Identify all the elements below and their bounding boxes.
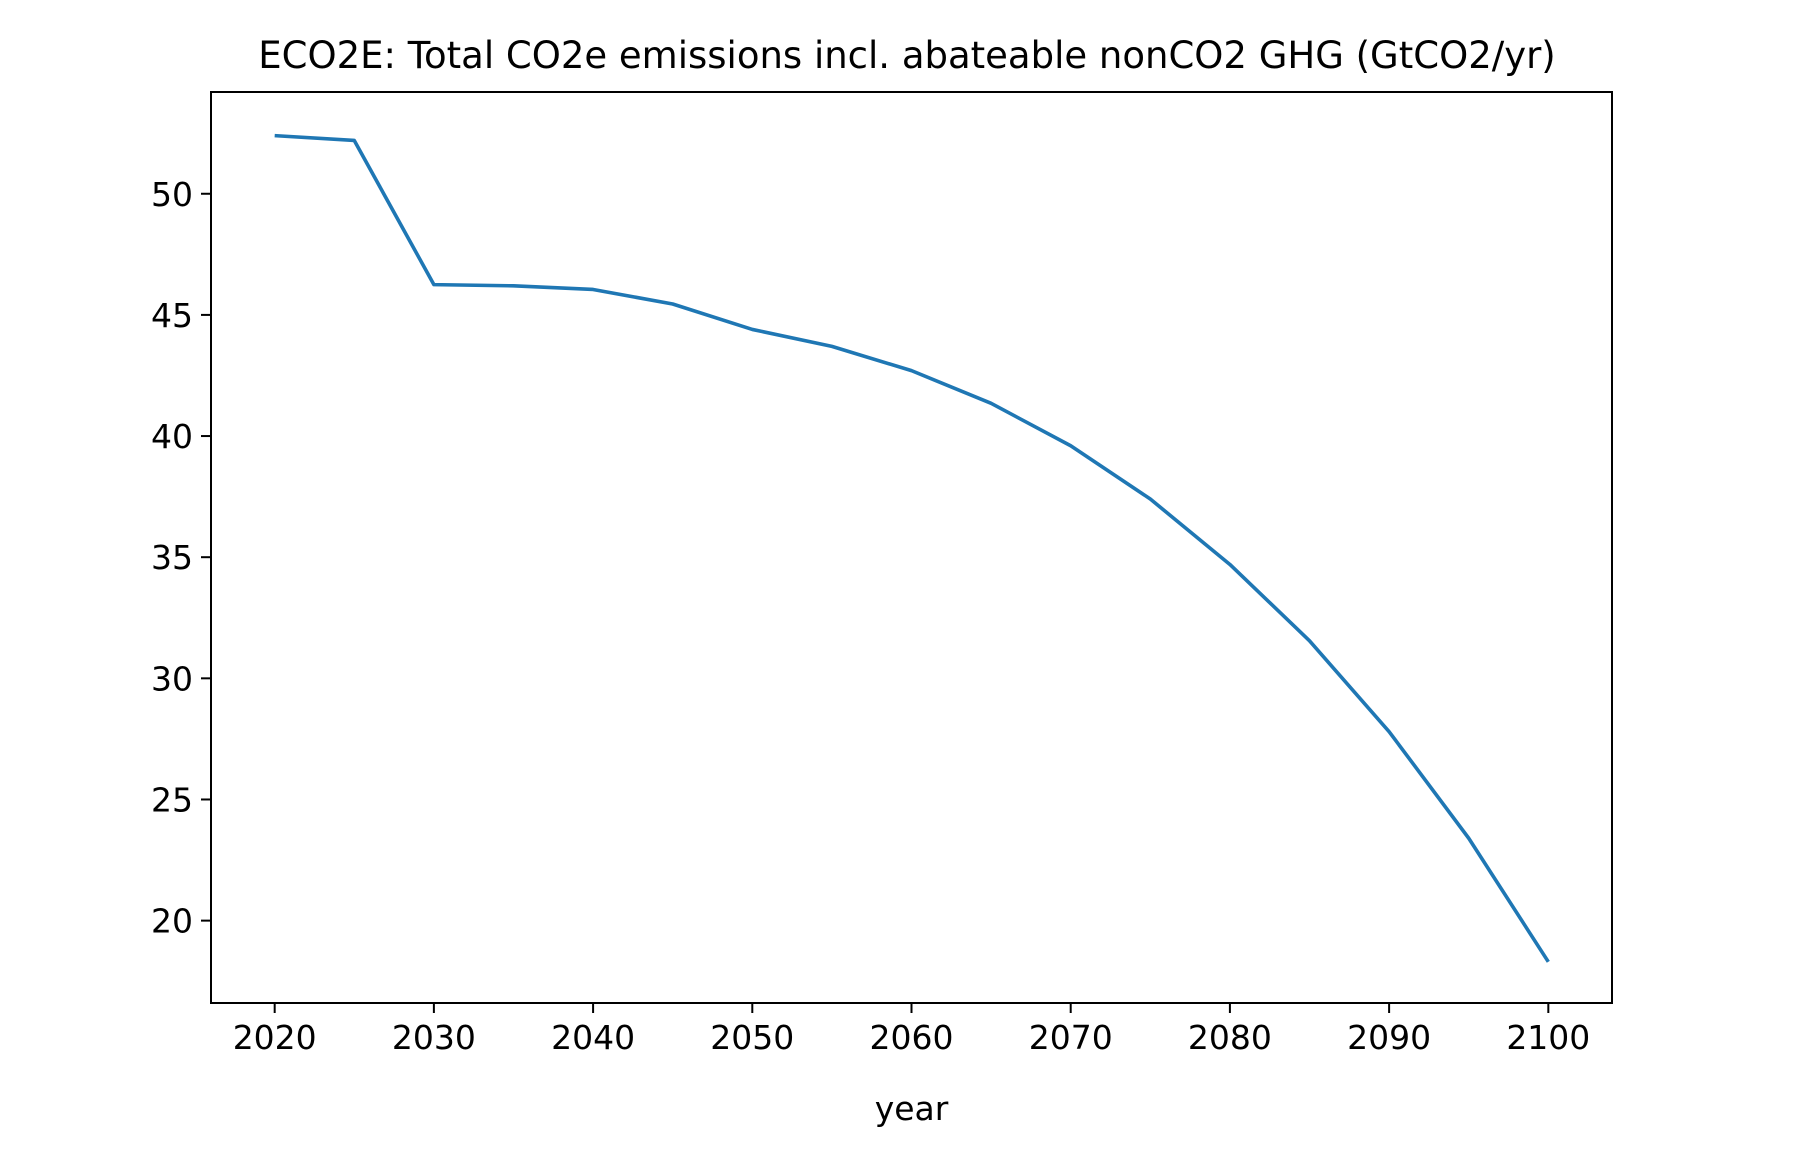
y-tick-label: 45 — [151, 296, 193, 335]
x-tick-label: 2070 — [1029, 1018, 1113, 1057]
x-axis-label: year — [875, 1089, 949, 1128]
x-tick-label: 2060 — [870, 1018, 954, 1057]
series-line-1 — [274, 133, 1550, 963]
y-axis: 20 25 30 35 40 45 50 — [151, 175, 211, 941]
chart-title: ECO2E: Total CO2e emissions incl. abatea… — [258, 34, 1556, 77]
x-axis: 2020 2030 2040 2050 2060 2070 2080 2090 2100 — [233, 1003, 1590, 1057]
y-tick-label: 50 — [151, 175, 193, 214]
y-tick-label: 20 — [151, 902, 193, 941]
x-tick-label: 2050 — [710, 1018, 794, 1057]
plot-frame — [210, 91, 1613, 1004]
x-tick-label: 2020 — [233, 1018, 317, 1057]
y-tick-label: 25 — [151, 780, 193, 819]
x-tick-label: 2030 — [392, 1018, 476, 1057]
x-tick-label: 2090 — [1347, 1018, 1431, 1057]
plot-area — [274, 133, 1550, 963]
y-tick-label: 40 — [151, 417, 193, 456]
y-tick-label: 35 — [151, 538, 193, 577]
y-tick-label: 30 — [151, 659, 193, 698]
x-tick-label: 2040 — [551, 1018, 635, 1057]
x-tick-label: 2100 — [1506, 1018, 1590, 1057]
x-tick-label: 2080 — [1188, 1018, 1272, 1057]
